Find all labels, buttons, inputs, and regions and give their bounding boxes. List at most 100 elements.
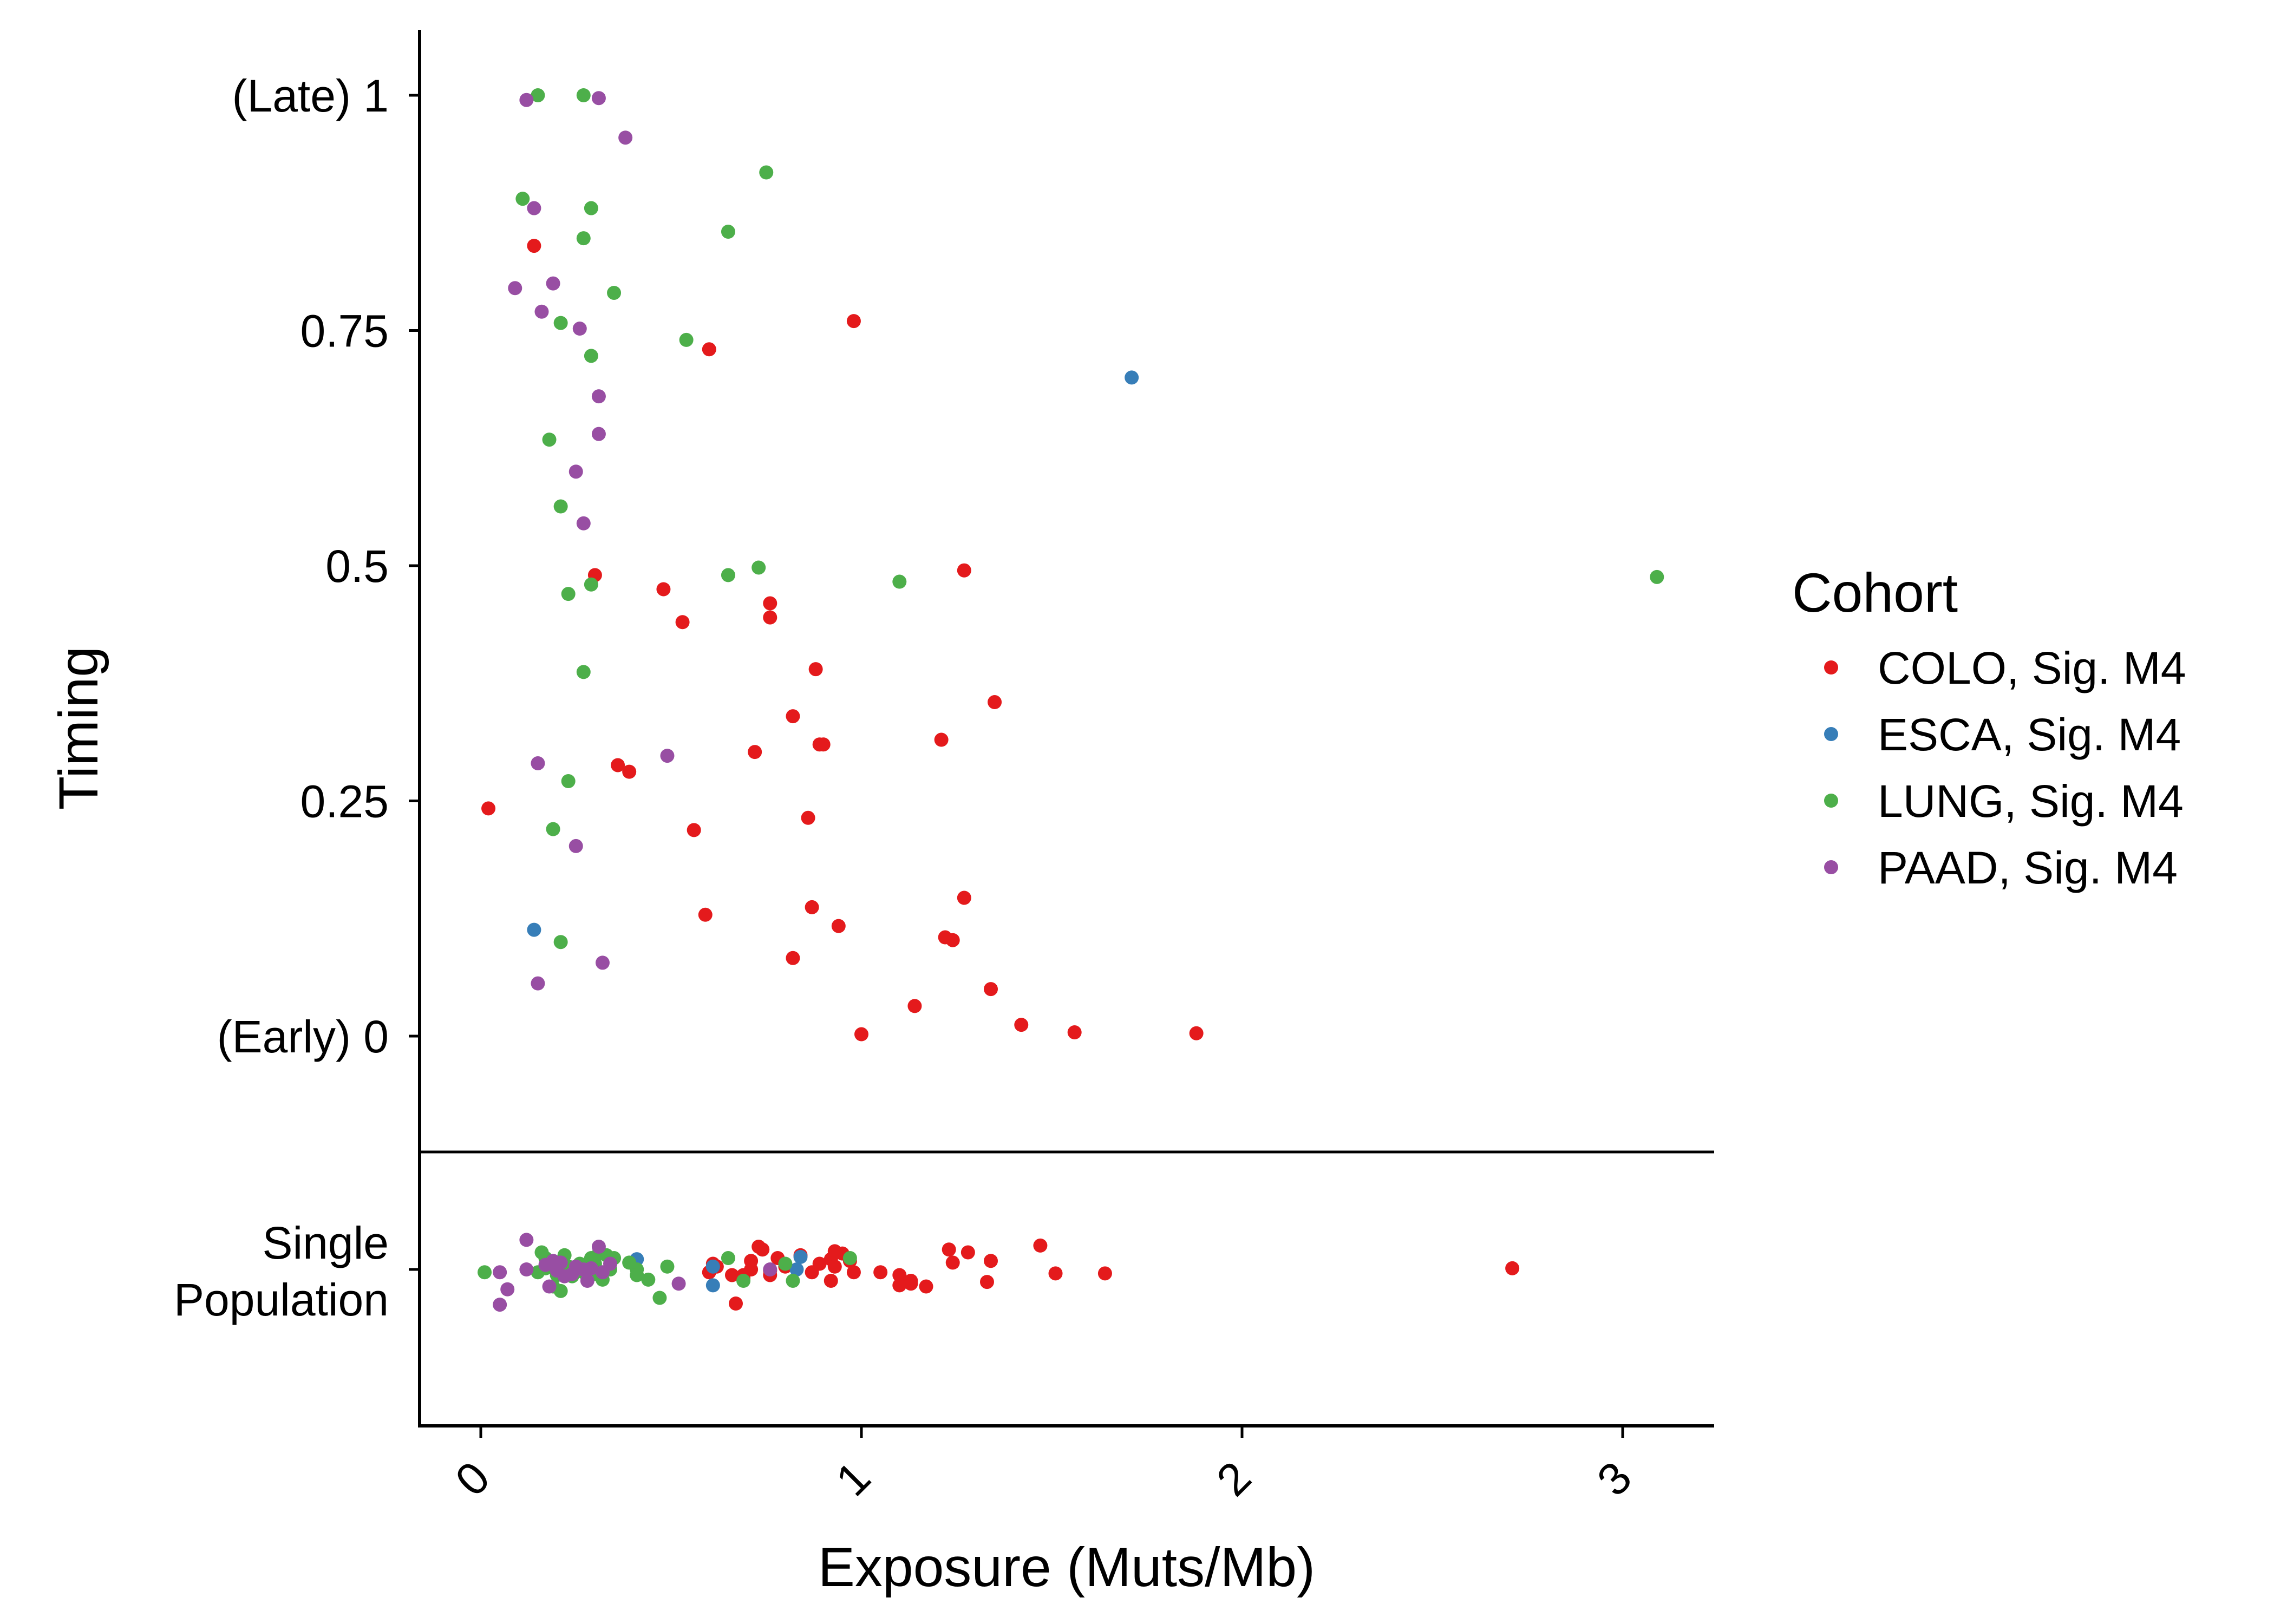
paad-timed-point [660,749,675,763]
colo-timed-point [1067,1025,1082,1040]
y-axis-title: Timing [48,646,109,810]
colo-timed-point [907,999,922,1013]
colo-timed-point [702,342,716,357]
lung-timed-point [752,560,766,575]
legend-swatch-colo [1824,660,1838,675]
paad-single-population-point [519,1233,534,1247]
paad-timed-point [531,976,545,991]
lung-timed-point [584,577,598,592]
lung-timed-point [721,225,735,239]
paad-single-population-point [591,1240,606,1254]
colo-single-population-point [873,1265,888,1280]
paad-timed-point [595,955,610,970]
lung-timed-point [553,935,568,949]
paad-timed-point [591,91,606,106]
colo-timed-point [831,919,846,933]
colo-single-population-point [919,1279,933,1294]
colo-single-population-point [752,1240,766,1254]
lung-timed-point [546,822,560,836]
colo-timed-point [854,1027,868,1042]
paad-timed-point [568,464,583,479]
paad-timed-point [527,201,541,215]
paad-single-population-point [580,1274,594,1288]
data-points-layer [478,88,1664,1312]
paad-single-population-point [519,1262,534,1276]
colo-timed-point [808,662,823,677]
esca-timed-point [1125,370,1139,385]
paad-single-population-point [500,1282,515,1296]
legend-swatch-paad [1824,860,1838,874]
colo-single-population-point [892,1268,907,1282]
x-tick-label: 2 [1207,1452,1261,1506]
paad-timed-point [531,756,545,770]
lung-single-population-point [641,1272,656,1287]
paad-single-population-point [584,1261,598,1275]
colo-timed-point [763,596,777,611]
lung-timed-point [679,332,694,347]
legend-swatch-esca [1824,727,1838,741]
legend-label-esca: ESCA, Sig. M4 [1878,709,2181,760]
single-population-tick: Single Population [174,1217,420,1325]
esca-single-population-point [789,1262,804,1276]
paad-timed-point [519,93,534,107]
paad-timed-point [508,281,522,296]
esca-single-population-point [793,1249,808,1264]
paad-single-population-point [493,1265,507,1280]
lung-timed-point [561,774,576,789]
colo-timed-point [675,615,690,630]
paad-timed-point [546,276,560,291]
lung-timed-point [576,231,591,246]
lung-timed-point [553,316,568,330]
lung-timed-point [576,88,591,102]
lung-timed-point [721,568,735,582]
colo-timed-point [1014,1018,1029,1032]
paad-timed-point [572,322,587,336]
colo-timed-point [945,933,960,947]
paad-timed-point [618,130,633,145]
colo-single-population-point [729,1296,743,1311]
y-tick-label: 0.5 [325,541,389,592]
paad-single-population-point [763,1262,777,1276]
lung-single-population-point [721,1251,735,1265]
x-tick-label: 3 [1587,1452,1642,1506]
colo-timed-point [481,801,496,816]
paad-timed-point [591,427,606,441]
y-axis-ticks: (Late) 1 0.75 0.5 0.25 (Early) 0 [217,70,420,1062]
colo-timed-point [656,582,671,597]
y-tick-label: (Late) 1 [232,70,389,121]
colo-timed-point [687,823,701,837]
lung-timed-point [1650,569,1664,584]
single-population-label-line2: Population [174,1274,389,1325]
colo-timed-point [611,758,625,772]
paad-single-population-point [553,1255,568,1270]
paad-single-population-point [603,1256,618,1271]
colo-timed-point [805,900,819,914]
colo-single-population-point [1048,1266,1063,1281]
legend-label-paad: PAAD, Sig. M4 [1878,842,2178,893]
colo-timed-point [763,610,777,625]
lung-single-population-point [842,1251,857,1265]
colo-timed-point [984,982,998,997]
lung-single-population-point [736,1274,751,1288]
lung-single-population-point [778,1256,793,1271]
lung-timed-point [542,433,557,447]
lung-single-population-point [630,1268,644,1282]
paad-timed-point [576,516,591,531]
colo-single-population-point [960,1245,975,1260]
colo-timed-point [957,890,971,905]
colo-single-population-point [724,1268,739,1282]
x-tick-label: 1 [826,1452,880,1506]
colo-timed-point [698,907,713,922]
colo-timed-point [786,709,800,724]
colo-timed-point [622,764,637,779]
y-tick-label: 0.25 [300,776,389,827]
single-population-label-line1: Single [262,1217,389,1268]
colo-timed-point [957,563,971,578]
lung-timed-point [531,88,545,102]
y-tick-label: (Early) 0 [217,1011,389,1062]
lung-single-population-point [786,1274,800,1288]
lung-timed-point [584,201,598,215]
colo-single-population-point [945,1255,960,1270]
paad-timed-point [568,839,583,853]
esca-single-population-point [705,1278,720,1293]
